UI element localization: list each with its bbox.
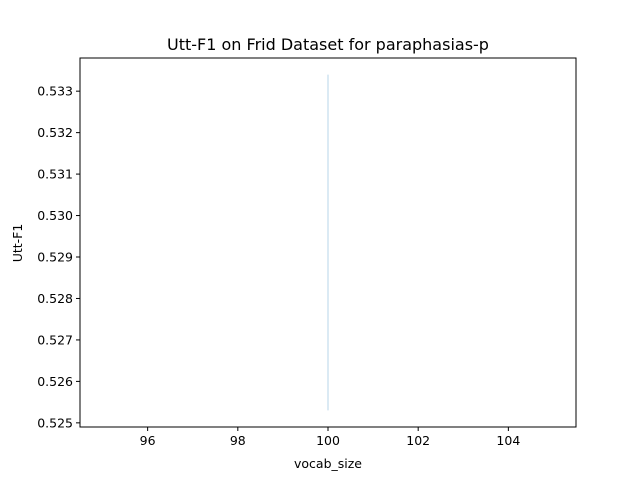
y-tick-label: 0.525 bbox=[37, 415, 73, 430]
y-tick-label: 0.527 bbox=[37, 332, 73, 347]
x-axis: 96 98 100 102 104 bbox=[140, 427, 520, 448]
x-tick-label: 98 bbox=[230, 433, 246, 448]
y-axis-label: Utt-F1 bbox=[10, 224, 25, 263]
x-tick-label: 96 bbox=[140, 433, 156, 448]
x-axis-label: vocab_size bbox=[294, 456, 362, 471]
x-tick-label: 100 bbox=[316, 433, 340, 448]
plot-frame bbox=[79, 57, 577, 428]
y-tick-label: 0.533 bbox=[37, 84, 73, 99]
y-tick-label: 0.529 bbox=[37, 250, 73, 265]
y-tick-label: 0.530 bbox=[37, 208, 73, 223]
y-tick-label: 0.532 bbox=[37, 125, 73, 140]
y-tick-label: 0.526 bbox=[37, 374, 73, 389]
y-axis: 0.525 0.526 0.527 0.528 0.529 0.530 0.531 0.532… bbox=[37, 84, 80, 430]
x-tick-label: 104 bbox=[496, 433, 520, 448]
chart-title: Utt-F1 on Frid Dataset for paraphasias-p bbox=[167, 35, 489, 54]
y-tick-label: 0.528 bbox=[37, 291, 73, 306]
y-tick-label: 0.531 bbox=[37, 167, 73, 182]
x-tick-label: 102 bbox=[406, 433, 430, 448]
